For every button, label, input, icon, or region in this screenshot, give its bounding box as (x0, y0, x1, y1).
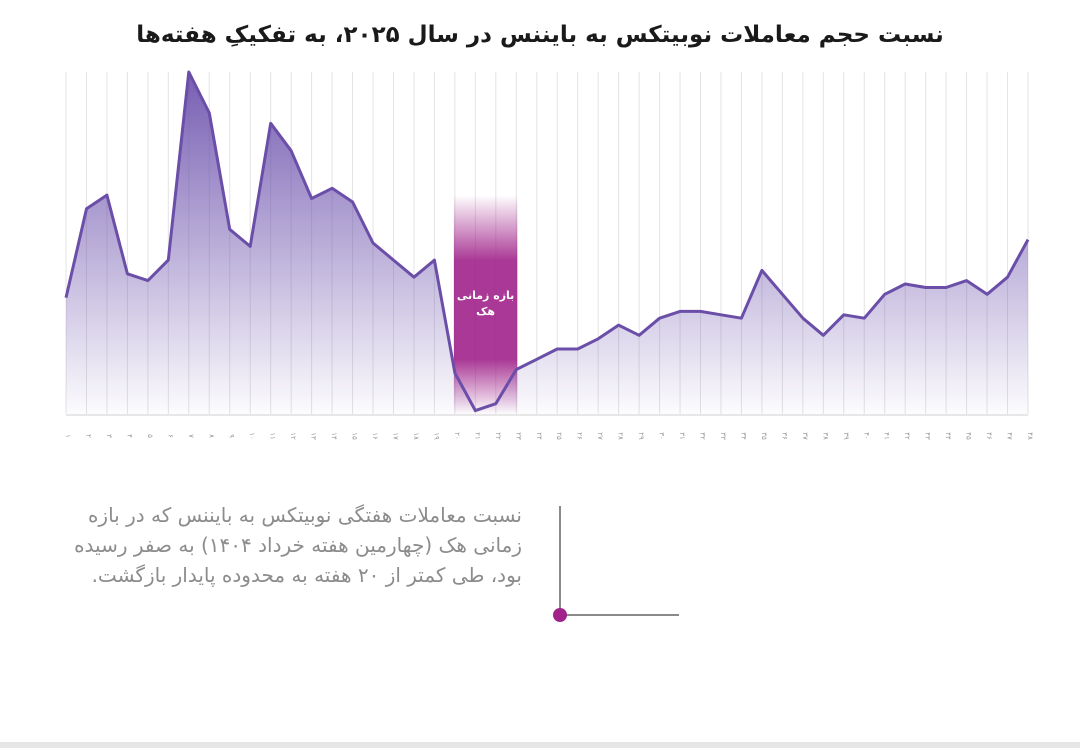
x-tick-label: ۴ (125, 434, 133, 438)
x-tick-label: ۴۴ (944, 432, 952, 440)
x-tick-label: ۲۷ (596, 432, 604, 440)
x-tick-label: ۲۰ (453, 432, 461, 440)
x-tick-label: ۲۲ (494, 432, 502, 440)
x-tick-label: ۴۵ (965, 432, 973, 440)
hack-band-rect (453, 195, 518, 414)
hack-highlight-band (453, 195, 518, 414)
x-tick-label: ۱۷ (391, 432, 399, 440)
footer-bar (0, 742, 1080, 748)
x-tick-label: ۳۳ (719, 432, 727, 440)
x-tick-label: ۱۵ (351, 432, 359, 440)
annotation-text: نسبت معاملات هفتگی نوبیتکس به بایننس که … (74, 503, 522, 587)
x-tick-label: ۳ (105, 434, 113, 438)
x-tick-label: ۴۷ (1006, 432, 1014, 440)
x-tick-label: ۵ (146, 434, 154, 438)
annotation-marker-dot (553, 608, 567, 622)
x-tick-label: ۲۴ (535, 432, 543, 440)
x-tick-label: ۴۳ (924, 432, 932, 440)
x-tick-label: ۸ (207, 434, 215, 438)
x-tick-label: ۲۱ (473, 432, 481, 440)
x-tick-label: ۱۱ (269, 432, 277, 440)
x-tick-label: ۱۲ (289, 432, 297, 440)
x-tick-label: ۲۳ (514, 432, 522, 440)
x-tick-label: ۲۶ (576, 432, 584, 440)
x-tick-label: ۴۶ (985, 432, 993, 440)
x-tick-label: ۳۰ (658, 432, 666, 440)
x-tick-label: ۳۹ (842, 432, 850, 440)
x-tick-label: ۲۸ (617, 432, 625, 440)
x-tick-label: ۴۲ (903, 432, 911, 440)
area-chart: ۱ ۲ ۳ ۴ ۵ ۶ ۷ ۸ ۹ ۱۰ ۱۱ ۱۲ ۱۳ ۱۴ ۱۵ ۱۶ ۱۷ ۱۸ ۱۹ ۲۰ ۲۱ ۲۲ ۲۳ ۲۴ ۲… (64, 70, 1034, 440)
x-tick-label: ۳۲ (699, 432, 707, 440)
x-tick-label: ۱۰ (248, 432, 256, 440)
chart-title: نسبت حجم معاملات نوبیتکس به بایننس در سا… (136, 22, 944, 48)
x-tick-label: ۴۱ (883, 432, 891, 440)
x-tick-label: ۱ (64, 434, 72, 438)
x-tick-label: ۳۴ (739, 432, 747, 440)
x-tick-label: ۳۶ (780, 432, 788, 440)
x-tick-label: ۱۴ (330, 432, 338, 440)
hack-period-label: بازه زمانی هک (456, 289, 515, 318)
area-fill (66, 72, 1028, 414)
x-tick-label: ۷ (187, 434, 195, 438)
x-tick-label: ۱۸ (412, 432, 420, 440)
x-tick-label: ۹ (228, 434, 236, 438)
x-tick-label: ۳۸ (821, 432, 829, 440)
x-tick-label: ۲۹ (637, 432, 645, 440)
series-line (64, 70, 1030, 413)
x-tick-label: ۶ (166, 434, 174, 438)
x-tick-label: ۲ (84, 434, 92, 438)
x-tick-label: ۲۵ (555, 432, 563, 440)
x-tick-label: ۴۰ (862, 432, 870, 440)
x-tick-label: ۱۳ (310, 432, 318, 440)
x-tick-label: ۱۹ (432, 432, 440, 440)
x-tick-label: ۳۱ (678, 432, 686, 440)
x-tick-label: ۳۵ (760, 432, 768, 440)
x-tick-labels: ۱ ۲ ۳ ۴ ۵ ۶ ۷ ۸ ۹ ۱۰ ۱۱ ۱۲ ۱۳ ۱۴ ۱۵ ۱۶ ۱۷ ۱۸ ۱۹ ۲۰ ۲۱ ۲۲ ۲۳ ۲۴ ۲… (64, 432, 1034, 440)
x-tick-label: ۴۸ (1026, 432, 1034, 440)
x-tick-label: ۱۶ (371, 432, 379, 440)
x-tick-label: ۳۷ (801, 432, 809, 440)
